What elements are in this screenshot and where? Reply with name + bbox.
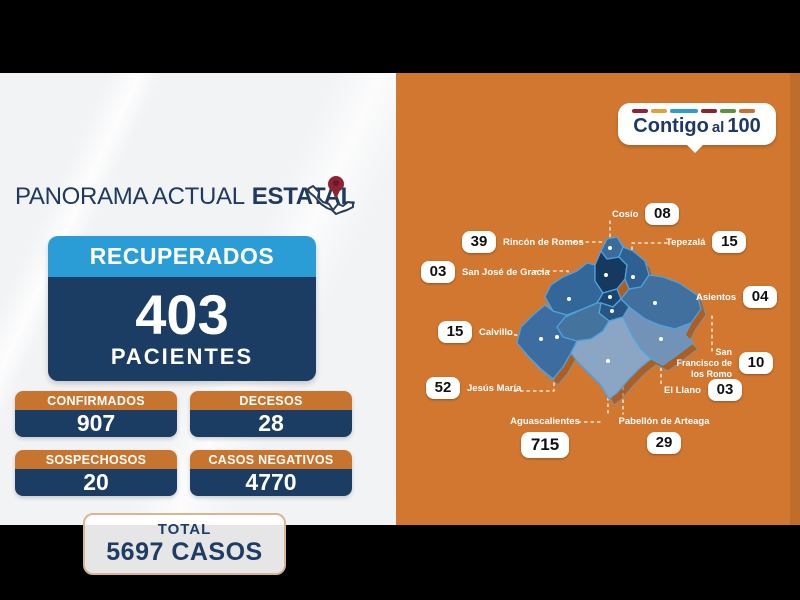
panel-edge-shade	[790, 73, 800, 525]
stat-label: SOSPECHOSOS	[15, 450, 177, 469]
total-value: 5697 CASOS	[106, 538, 263, 566]
count-badge: 04	[743, 286, 778, 308]
logo-text: Contigo al 100	[633, 114, 761, 137]
map-label-calvillo: 15 Calvillo	[438, 321, 513, 343]
count-badge: 08	[645, 203, 680, 225]
stat-sospechosos: SOSPECHOSOS 20	[15, 450, 177, 496]
map-label-san-francisco-de-los-romo: San Francisco de los Romo 10	[674, 347, 773, 379]
stat-confirmados: CONFIRMADOS 907	[15, 391, 177, 437]
page-title: PANORAMA ACTUAL ESTATAL	[15, 183, 355, 211]
stat-value: 4770	[190, 469, 352, 496]
recovered-header: RECUPERADOS	[48, 236, 316, 277]
count-badge: 15	[712, 231, 747, 253]
map-label-pabellon-de-arteaga: Pabellón de Arteaga 29	[619, 416, 710, 454]
stat-label: DECESOS	[190, 391, 352, 410]
count-badge: 39	[462, 231, 496, 253]
recovered-card: RECUPERADOS 403 PACIENTES	[48, 236, 316, 381]
stat-label: CONFIRMADOS	[15, 391, 177, 410]
recovered-value: 403	[135, 283, 229, 347]
count-badge: 15	[438, 321, 472, 343]
map-label-san-jose-de-gracia: 03 San José de Gracia	[421, 261, 550, 283]
title-regular: PANORAMA ACTUAL	[15, 183, 245, 210]
stat-decesos: DECESOS 28	[190, 391, 352, 437]
map-label-aguascalientes: Aguascalientes 715	[510, 416, 580, 459]
total-card: TOTAL 5697 CASOS	[83, 513, 286, 575]
mun-aguascalientes	[570, 316, 652, 400]
map-label-tepezala: Tepezalá 15	[666, 231, 747, 253]
stat-value: 907	[15, 410, 177, 437]
total-label: TOTAL	[157, 521, 212, 538]
map-label-rincon-de-romos: 39 Rincón de Romos	[462, 231, 584, 253]
count-badge: 03	[421, 261, 455, 283]
letterbox-top	[0, 0, 800, 73]
count-badge: 03	[707, 379, 742, 401]
stat-value: 20	[15, 469, 177, 496]
recovered-body: 403 PACIENTES	[48, 277, 316, 381]
map-panel: Contigo al 100	[396, 73, 800, 525]
map-label-asientos: Asientos 04	[696, 286, 778, 308]
aguascalientes-map	[516, 236, 707, 406]
stat-value: 28	[190, 410, 352, 437]
mexico-pin-icon	[307, 176, 354, 215]
map-label-el-llano: El Llano 03	[664, 379, 742, 401]
count-badge: 715	[520, 432, 570, 459]
contigo-al-100-logo: Contigo al 100	[618, 103, 776, 153]
stat-label: CASOS NEGATIVOS	[190, 450, 352, 469]
map-dots	[539, 246, 663, 363]
map-label-cosio: Cosío 08	[612, 203, 680, 225]
stat-casos-negativos: CASOS NEGATIVOS 4770	[190, 450, 352, 496]
map-label-jesus-maria: 52 Jesús María	[426, 377, 521, 399]
count-badge: 10	[739, 352, 773, 375]
recovered-unit: PACIENTES	[110, 343, 254, 369]
stats-panel: PANORAMA ACTUAL ESTATAL RECUPERADOS 403 …	[0, 73, 396, 575]
count-badge: 52	[426, 377, 460, 399]
logo-dashes	[632, 109, 776, 113]
stats-grid: CONFIRMADOS 907 DECESOS 28 SOSPECHOSOS 2…	[15, 391, 352, 496]
count-badge: 29	[647, 432, 681, 454]
